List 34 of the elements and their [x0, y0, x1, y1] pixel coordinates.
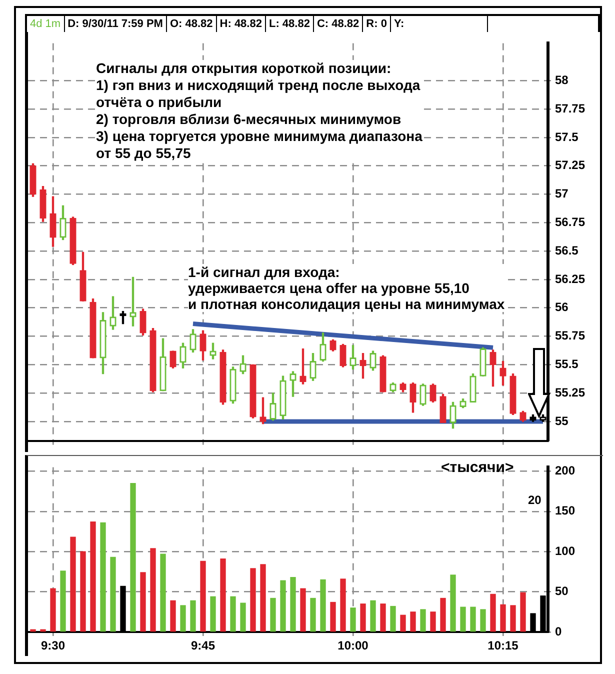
text: L: 48.82 [266, 16, 314, 32]
y-tick-label: 55.75 [555, 328, 586, 343]
y-tick-label: 56.75 [555, 215, 586, 229]
y-tick-label: 58 [555, 73, 569, 87]
annotation: 20 [528, 493, 542, 507]
x-tick-label: 9:30 [40, 638, 66, 653]
y-tick-label: 57.75 [555, 101, 586, 116]
annotation: Сигналы для открытия короткой позиции: 1) гэп вниз и нисходящий тренд после выхода отчёта о прибыли 2) торговля вблизи 6-месячных минимумов 3) цена торгуется уровне минимума диапазона от 55 до 55,75 [96, 60, 422, 162]
annotation: <тысячи> [441, 459, 514, 476]
y-tick-label: 100 [555, 544, 576, 558]
y-tick-label: 50 [555, 584, 569, 598]
y-tick-label: 200 [555, 464, 576, 478]
y-tick-label: 150 [555, 504, 576, 518]
x-tick-label: 10:00 [338, 638, 369, 653]
y-tick-label: 55.5 [555, 357, 579, 371]
y-tick-label: 55 [555, 414, 569, 428]
y-tick-label: 57 [555, 186, 569, 201]
x-tick-label: 9:45 [190, 638, 216, 653]
y-tick-label: 56 [555, 300, 569, 314]
text: D: 9/30/11 7:59 PM [64, 16, 167, 32]
x-tick-label: 10:15 [488, 638, 519, 653]
text: O: 48.82 [166, 16, 217, 32]
text: R: 0 [363, 16, 391, 32]
y-tick-label: 57.5 [555, 130, 579, 144]
text: Y: [390, 16, 488, 32]
text: 4d 1m [27, 16, 65, 32]
annotation: 1-й сигнал для входа: удерживается цена offer на уровне 55,10 и плотная консолидация цены на минимумах [188, 264, 505, 312]
text: C: 48.82 [314, 16, 364, 32]
y-tick-label: 56.5 [555, 243, 579, 258]
text: H: 48.82 [216, 16, 266, 32]
y-tick-label: 55.25 [555, 385, 586, 400]
y-tick-label: 57.25 [555, 158, 586, 172]
y-tick-label: 0 [555, 624, 562, 638]
y-tick-label: 56.25 [555, 272, 586, 286]
